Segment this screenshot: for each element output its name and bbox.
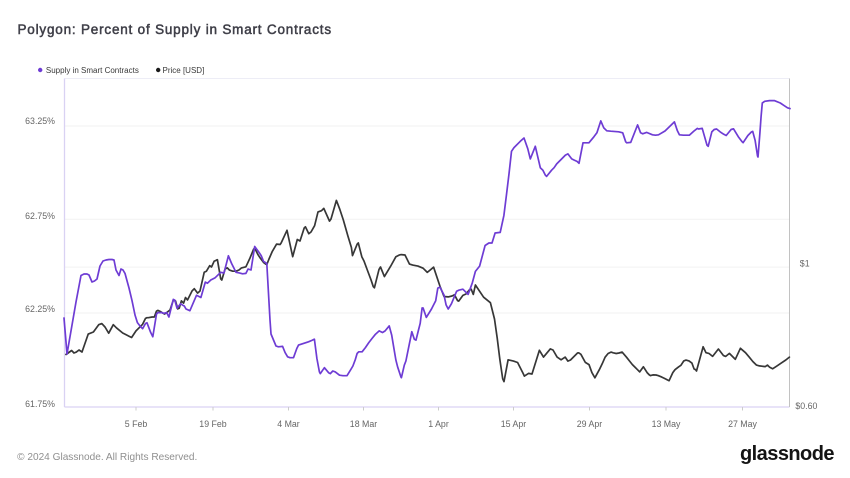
svg-text:5 Feb: 5 Feb — [125, 419, 148, 429]
svg-text:1 Apr: 1 Apr — [428, 419, 449, 429]
svg-text:62.25%: 62.25% — [25, 304, 55, 314]
svg-text:15 Apr: 15 Apr — [501, 419, 527, 429]
svg-text:63.25%: 63.25% — [25, 116, 55, 126]
svg-text:4 Mar: 4 Mar — [277, 419, 300, 429]
svg-text:29 Apr: 29 Apr — [577, 419, 603, 429]
svg-text:13 May: 13 May — [652, 419, 681, 429]
svg-text:18 Mar: 18 Mar — [350, 419, 377, 429]
svg-text:$0.60: $0.60 — [795, 401, 817, 411]
svg-text:Supply in Smart Contracts: Supply in Smart Contracts — [46, 66, 139, 75]
svg-text:61.75%: 61.75% — [25, 399, 55, 409]
svg-text:19 Feb: 19 Feb — [199, 419, 226, 429]
svg-text:62.75%: 62.75% — [25, 211, 55, 221]
svg-text:Price [USD]: Price [USD] — [163, 66, 205, 75]
svg-text:27 May: 27 May — [728, 419, 757, 429]
svg-text:$1: $1 — [800, 259, 810, 269]
